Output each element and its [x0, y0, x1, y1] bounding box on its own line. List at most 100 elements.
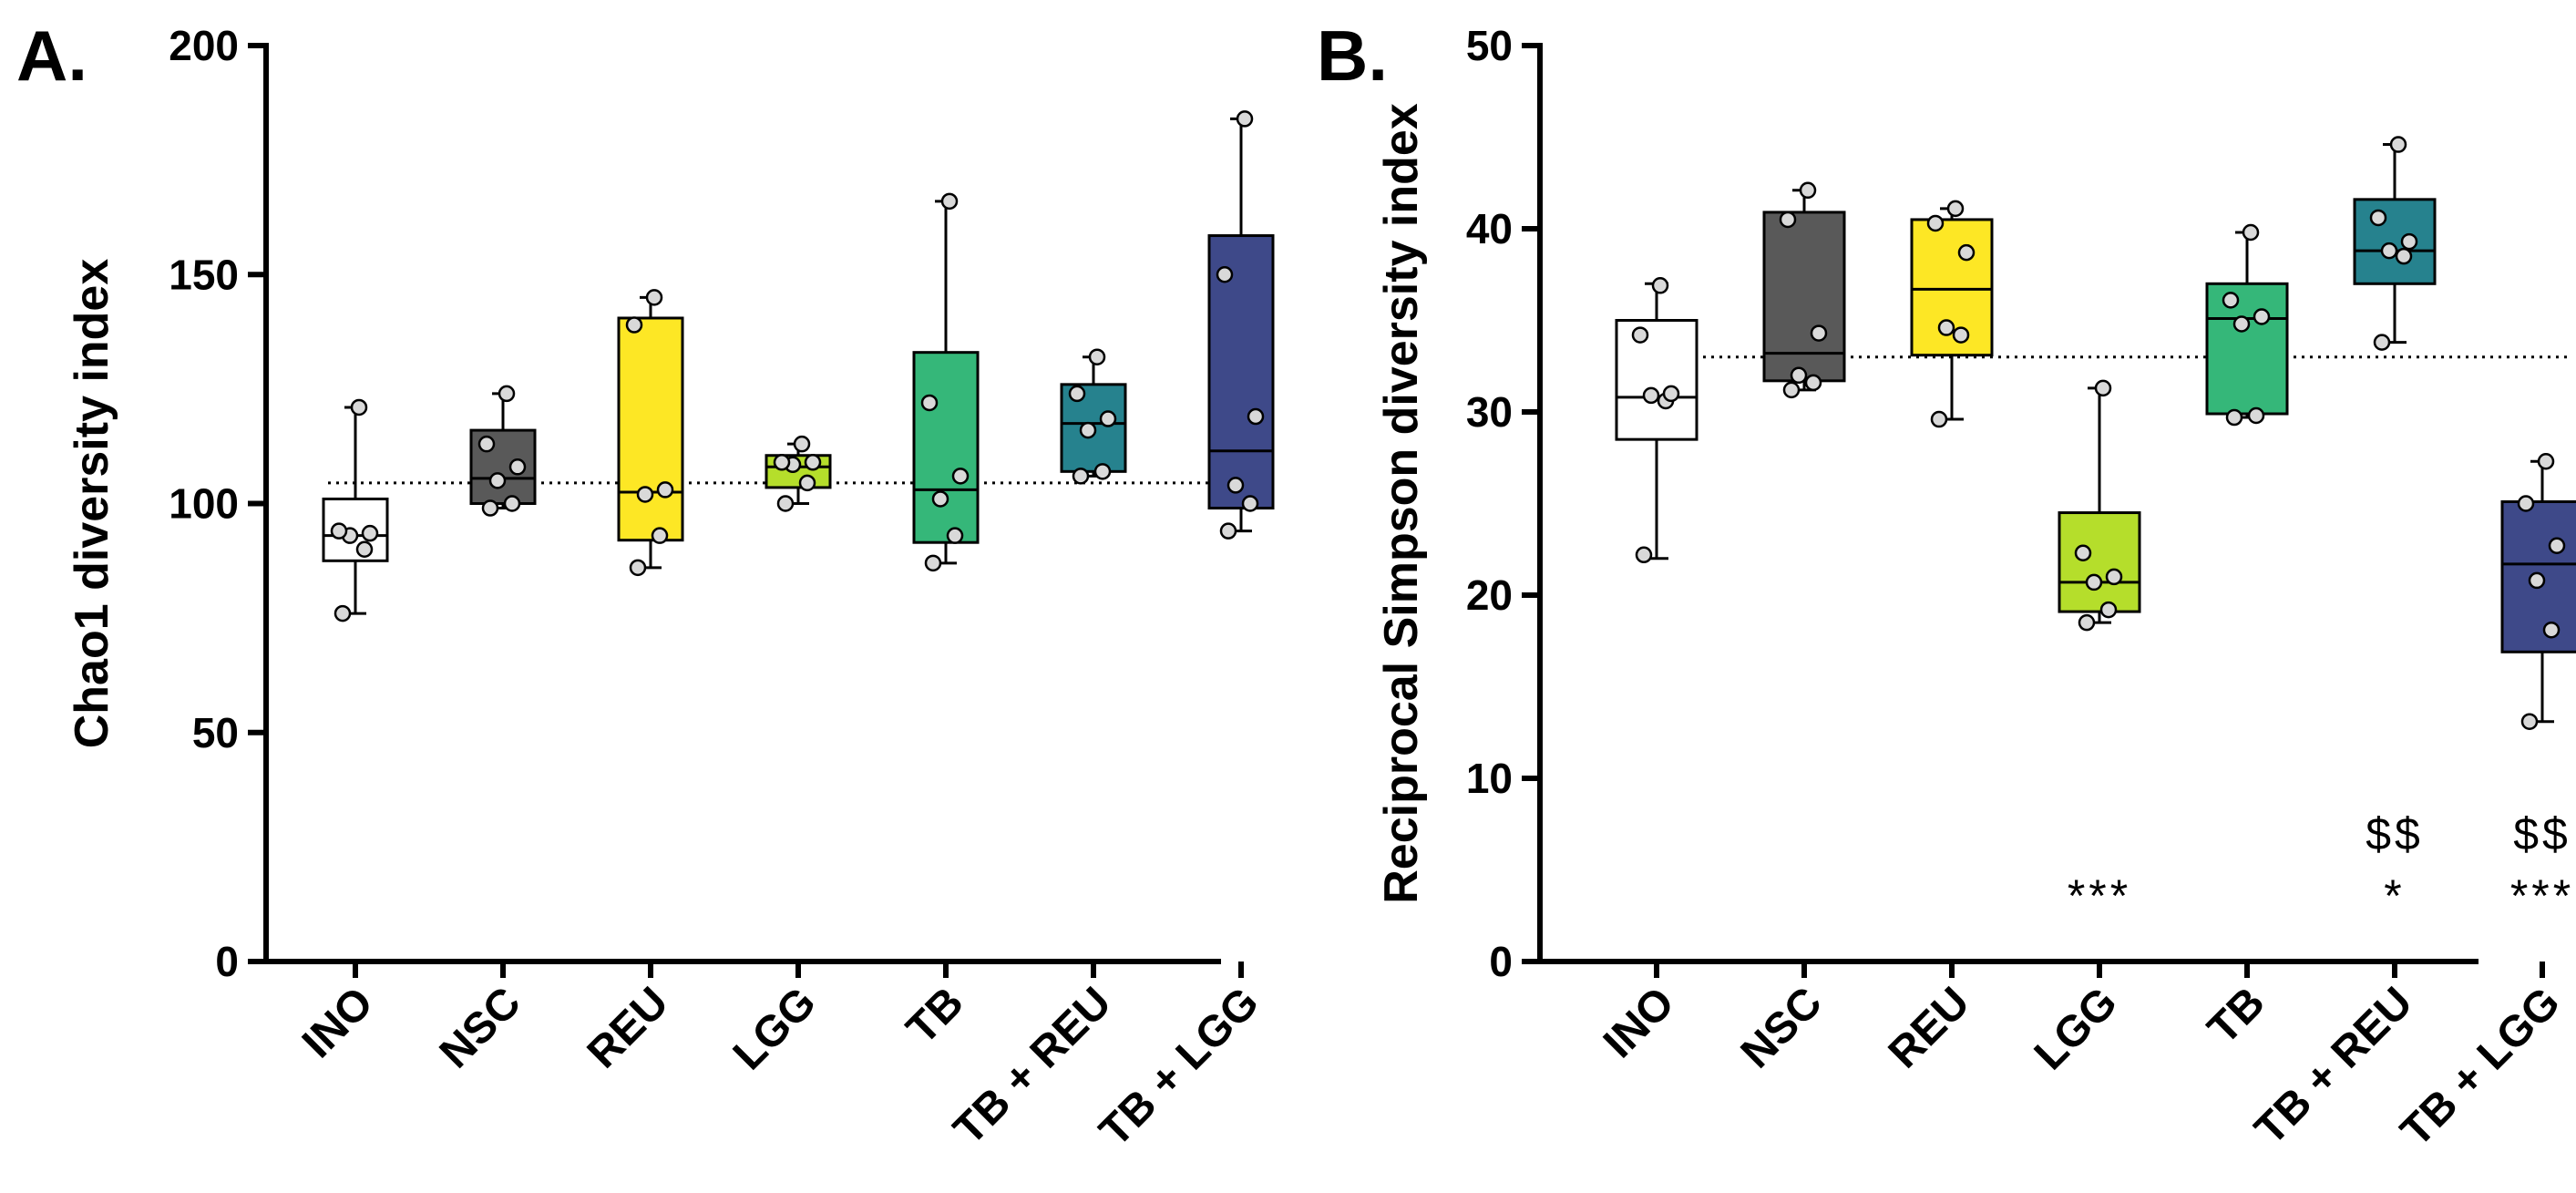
data-point	[656, 481, 674, 499]
data-point	[2373, 334, 2391, 351]
data-point	[1946, 200, 1965, 218]
box-iqr	[2058, 511, 2141, 613]
data-point	[334, 604, 352, 622]
data-point	[1072, 468, 1090, 485]
data-point	[1651, 277, 1669, 294]
data-point	[2517, 495, 2535, 512]
x-category-label: TB + LGG	[1091, 978, 1268, 1156]
data-point	[2520, 713, 2539, 730]
data-point	[2105, 568, 2123, 586]
x-category-label: TB + LGG	[2392, 978, 2570, 1156]
data-point	[2222, 292, 2240, 309]
x-category-label: LGG	[724, 978, 826, 1079]
box-ino	[322, 398, 389, 622]
box-reu	[1910, 200, 1994, 428]
data-point	[2253, 308, 2271, 325]
box-lgg	[2058, 379, 2141, 632]
data-point	[951, 468, 970, 485]
y-tick-label: 40	[1466, 205, 1513, 252]
box-tb-reu	[2353, 136, 2437, 351]
y-tick-label: 30	[1466, 388, 1513, 436]
x-category-label: TB	[2199, 978, 2274, 1054]
data-point	[2395, 247, 2413, 265]
data-point	[2085, 573, 2103, 591]
data-point	[793, 435, 811, 453]
data-point	[1216, 266, 1234, 283]
data-point	[1079, 421, 1097, 439]
data-point	[2380, 242, 2398, 260]
data-point	[508, 458, 527, 476]
data-point	[1226, 477, 1245, 494]
data-point	[1662, 385, 1680, 403]
data-point	[924, 554, 942, 572]
y-tick-label: 100	[169, 480, 239, 528]
data-point	[361, 524, 379, 542]
x-category-label: INO	[1595, 978, 1684, 1067]
data-point	[776, 495, 795, 512]
x-category-label: INO	[293, 978, 383, 1067]
box-tb	[912, 192, 980, 572]
y-tick-label: 150	[169, 251, 239, 298]
box-lgg	[765, 435, 832, 512]
data-point	[1790, 366, 1808, 385]
data-point	[931, 490, 949, 508]
x-category-label: NSC	[431, 978, 530, 1077]
panel-a-chao1: A. Chao1 diversity index 0 50 100 150 200 INO NS…	[16, 15, 1275, 1156]
data-point	[350, 398, 368, 417]
data-point	[1635, 546, 1653, 564]
data-point	[1782, 381, 1801, 399]
panel-label: B.	[1317, 15, 1388, 96]
data-point	[1957, 243, 1976, 262]
panel-label: A.	[16, 15, 87, 96]
data-point	[2389, 136, 2407, 153]
data-point	[773, 454, 791, 471]
box-iqr	[1762, 211, 1846, 383]
data-point	[629, 559, 647, 577]
y-tick-label: 200	[169, 22, 239, 69]
box-nsc	[469, 385, 537, 517]
x-category-label: LGG	[2026, 978, 2127, 1079]
data-point	[645, 289, 663, 306]
significance-label: *	[2384, 870, 2405, 921]
box-iqr	[1910, 218, 1994, 357]
x-category-label: TB + REU	[2246, 978, 2422, 1154]
data-point	[1930, 410, 1948, 428]
data-point	[1631, 326, 1649, 344]
box-iqr	[1615, 319, 1699, 441]
y-tick-label: 0	[215, 938, 239, 985]
box-tb-lgg	[1207, 110, 1275, 540]
data-point	[2094, 379, 2112, 397]
data-point	[2232, 315, 2251, 333]
data-point	[355, 540, 374, 558]
x-category-label: TB + REU	[945, 978, 1121, 1154]
data-point	[330, 522, 348, 540]
data-point	[798, 474, 816, 492]
data-point	[2400, 232, 2418, 251]
y-tick-label: 50	[1466, 22, 1513, 69]
data-point	[1099, 410, 1117, 427]
data-point	[804, 454, 822, 471]
x-category-label: NSC	[1732, 978, 1832, 1077]
data-point	[2548, 537, 2566, 554]
y-tick-label: 50	[192, 709, 239, 756]
y-axis-title: Chao1 diversity index	[66, 259, 118, 749]
data-point	[2225, 408, 2243, 427]
data-point	[625, 316, 643, 334]
significance-label: ***	[2068, 870, 2131, 921]
y-axis-title: Reciprocal Simpson diversity index	[1375, 103, 1428, 904]
y-tick-label: 0	[1489, 938, 1513, 985]
data-point	[2537, 453, 2555, 470]
data-point	[1799, 181, 1817, 200]
data-point	[1952, 326, 1970, 344]
data-point	[1804, 374, 1822, 392]
box-iqr	[617, 316, 684, 542]
data-point	[1093, 463, 1112, 480]
box-ino	[1615, 277, 1699, 564]
data-point	[2242, 223, 2260, 242]
data-point	[920, 394, 939, 412]
panel-b-reciprocal-simpson: B. Reciprocal Simpson diversity index 0 10 2…	[1317, 15, 2576, 1156]
box-iqr	[2205, 282, 2289, 416]
data-point	[2528, 571, 2546, 590]
data-point	[503, 495, 521, 512]
significance-label: ***	[2510, 870, 2574, 921]
